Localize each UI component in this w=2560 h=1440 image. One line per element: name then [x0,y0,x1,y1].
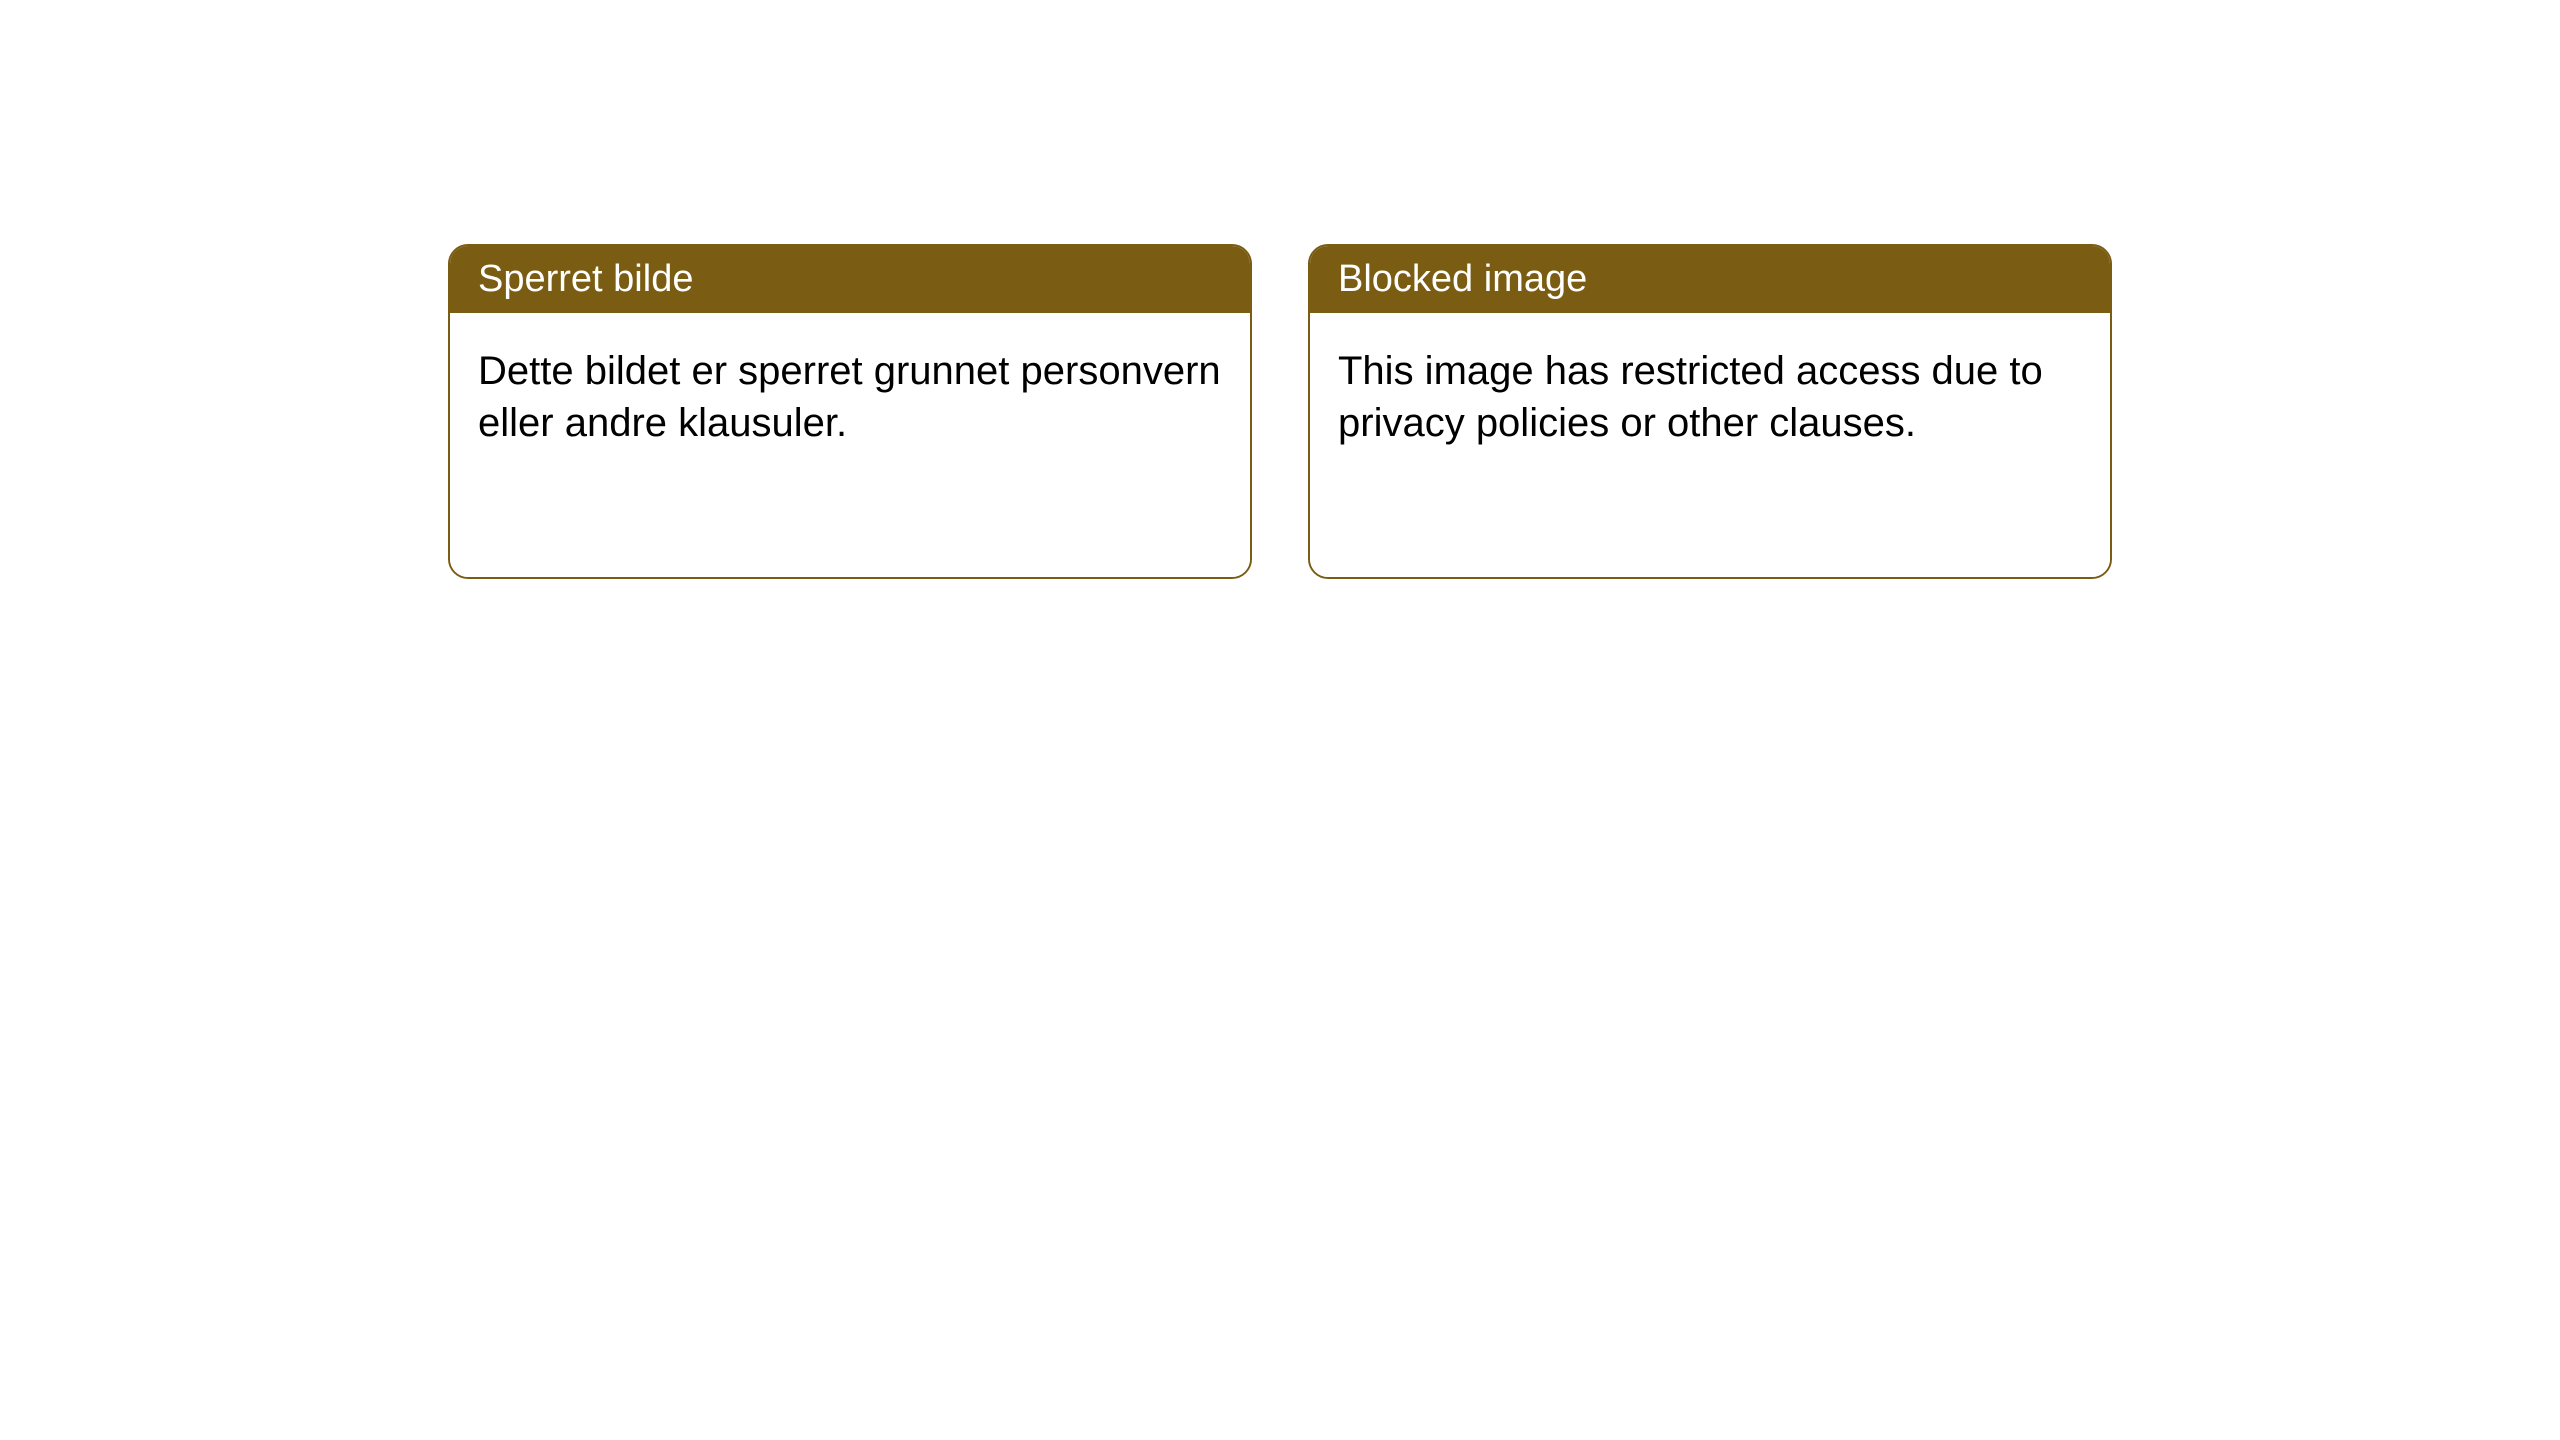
notice-header-text: Sperret bilde [478,258,693,300]
notice-body: Dette bildet er sperret grunnet personve… [450,313,1250,577]
notice-container: Sperret bilde Dette bildet er sperret gr… [0,0,2560,579]
notice-body-text: This image has restricted access due to … [1338,349,2043,445]
notice-header: Blocked image [1310,246,2110,313]
notice-header-text: Blocked image [1338,258,1587,300]
notice-body: This image has restricted access due to … [1310,313,2110,577]
notice-body-text: Dette bildet er sperret grunnet personve… [478,349,1221,445]
notice-card-norwegian: Sperret bilde Dette bildet er sperret gr… [448,244,1252,579]
notice-header: Sperret bilde [450,246,1250,313]
notice-card-english: Blocked image This image has restricted … [1308,244,2112,579]
